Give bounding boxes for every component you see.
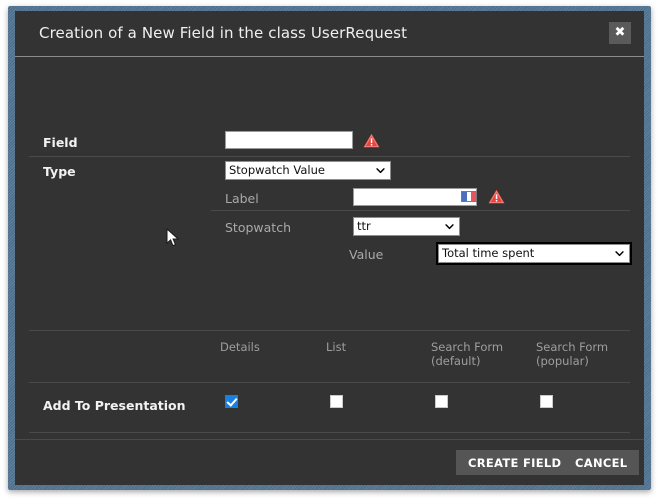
divider xyxy=(211,210,630,211)
checkbox-add-to-presentation-list[interactable] xyxy=(330,395,343,408)
field-name-input[interactable] xyxy=(225,131,353,149)
divider xyxy=(29,382,630,383)
warning-triangle-icon xyxy=(363,133,380,148)
warning-triangle-icon xyxy=(488,189,505,204)
column-header-search-form-default: Search Form (default) xyxy=(431,340,503,368)
label-row-label: Label xyxy=(225,191,259,206)
column-header-list: List xyxy=(326,340,346,354)
type-select[interactable]: Stopwatch Value xyxy=(225,161,391,180)
stopwatch-select[interactable]: ttr xyxy=(353,217,460,236)
checkbox-add-to-presentation-search-form-default[interactable] xyxy=(435,395,448,408)
divider xyxy=(29,156,630,157)
create-field-button[interactable]: CREATE FIELD xyxy=(456,450,574,475)
value-select[interactable]: Total time spent xyxy=(436,242,632,265)
value-select-wrap: Total time spent xyxy=(436,242,632,265)
add-to-presentation-label: Add To Presentation xyxy=(43,398,186,413)
value-row-label: Value xyxy=(349,247,384,262)
type-select-wrap: Stopwatch Value xyxy=(225,161,391,180)
type-row-label: Type xyxy=(43,164,76,179)
french-flag-icon xyxy=(461,191,477,202)
dialog-body: Field Type Stopwatch Value Label xyxy=(15,57,644,463)
dialog-footer: CREATE FIELD CANCEL xyxy=(15,439,644,485)
stopwatch-select-wrap: ttr xyxy=(353,217,460,236)
divider xyxy=(29,432,630,433)
dialog-titlebar: Creation of a New Field in the class Use… xyxy=(15,11,644,57)
close-icon[interactable]: ✖ xyxy=(609,22,631,44)
column-header-details: Details xyxy=(220,340,260,354)
divider xyxy=(29,330,630,331)
checkbox-add-to-presentation-details[interactable] xyxy=(225,395,238,408)
label-text-input[interactable] xyxy=(353,188,477,206)
cancel-button[interactable]: CANCEL xyxy=(563,450,640,475)
col-head-line1: Details xyxy=(220,340,260,354)
col-head-line1: List xyxy=(326,340,347,354)
col-head-line1: Search Form xyxy=(431,340,504,354)
dialog-title: Creation of a New Field in the class Use… xyxy=(39,24,408,42)
checkbox-add-to-presentation-search-form-popular[interactable] xyxy=(540,395,553,408)
col-head-line2: (default) xyxy=(431,354,481,368)
stopwatch-row-label: Stopwatch xyxy=(225,220,291,235)
field-row-label: Field xyxy=(43,135,78,150)
create-field-dialog: Creation of a New Field in the class Use… xyxy=(15,11,644,485)
col-head-line2: (popular) xyxy=(536,354,589,368)
column-header-search-form-popular: Search Form (popular) xyxy=(536,340,608,368)
col-head-line1: Search Form xyxy=(536,340,609,354)
